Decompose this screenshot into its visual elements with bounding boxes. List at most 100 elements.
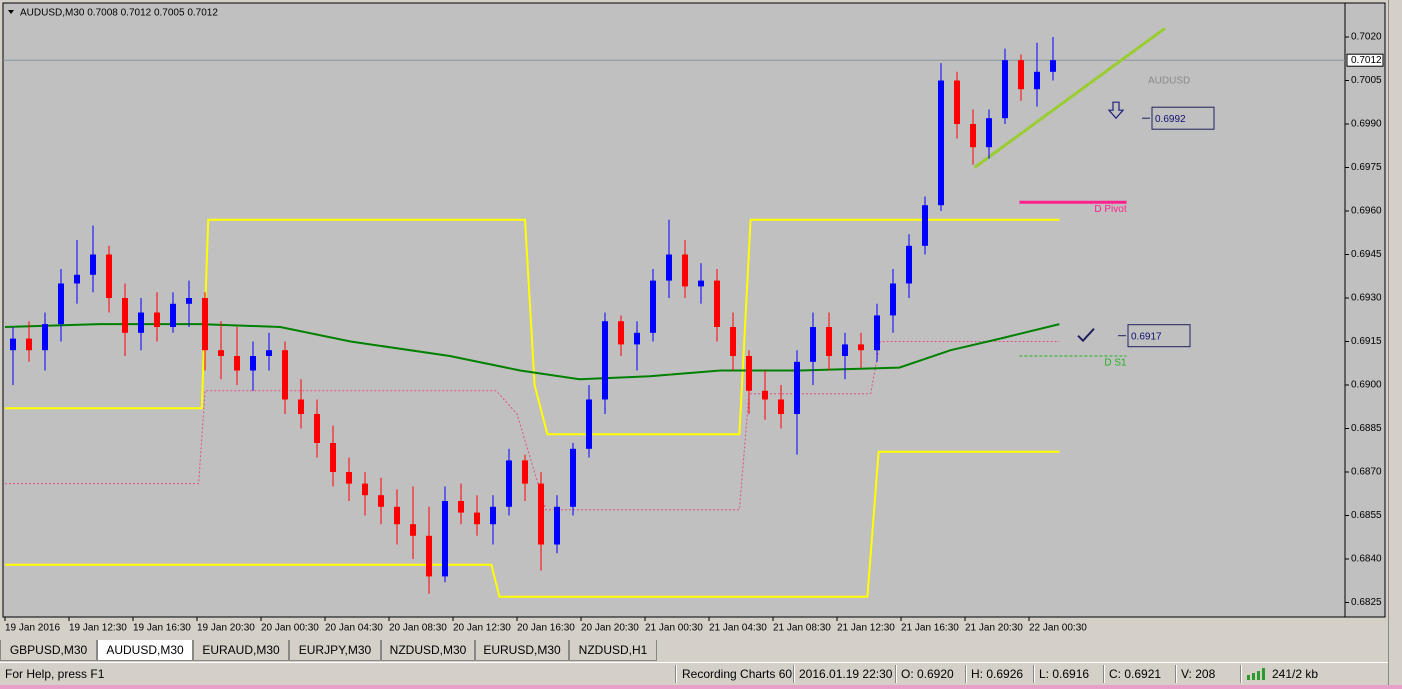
candle-body bbox=[794, 361, 800, 414]
candle-body bbox=[618, 321, 624, 345]
candle-body bbox=[42, 324, 48, 351]
indicator-line bbox=[4, 323, 1060, 381]
candle-body bbox=[906, 245, 912, 284]
candle-body bbox=[218, 350, 224, 356]
indicator-line bbox=[5, 450, 1060, 598]
y-tick-label: 0.6930 bbox=[1351, 293, 1382, 304]
candle-body bbox=[122, 298, 128, 333]
candle-body bbox=[874, 315, 880, 351]
annotation-box bbox=[1151, 106, 1215, 130]
chart-tab[interactable]: AUDUSD,M30 bbox=[97, 640, 193, 661]
x-tick-label: 20 Jan 16:30 bbox=[517, 623, 575, 634]
bar-open: O: 0.6920 bbox=[901, 667, 954, 681]
chart-tab[interactable]: NZDUSD,H1 bbox=[569, 640, 657, 661]
chart-tab[interactable]: GBPUSD,M30 bbox=[0, 640, 97, 661]
x-tick-label: 20 Jan 20:30 bbox=[581, 623, 639, 634]
candle-body bbox=[490, 506, 496, 525]
profile: Recording Charts 60 bbox=[682, 667, 793, 681]
candle-body bbox=[698, 280, 704, 287]
candle-body bbox=[634, 332, 640, 345]
candle-body bbox=[298, 399, 304, 414]
check-mark bbox=[1077, 328, 1095, 343]
y-tick-label: 0.7005 bbox=[1351, 75, 1382, 86]
chart: AUDUSD,M30 0.7008 0.7012 0.7005 0.7012 0… bbox=[2, 2, 1386, 634]
symbol-label: AUDUSD bbox=[1148, 76, 1190, 87]
y-tick-label: 0.6960 bbox=[1351, 206, 1382, 217]
price-axis bbox=[1344, 2, 1386, 618]
menu-arrow[interactable] bbox=[8, 10, 14, 14]
candle-body bbox=[970, 124, 976, 148]
bar-volume: V: 208 bbox=[1181, 667, 1216, 681]
y-tick-label: 0.6975 bbox=[1351, 162, 1382, 173]
chart-tab[interactable]: EURJPY,M30 bbox=[289, 640, 381, 661]
tab-bar: GBPUSD,M30 AUDUSD,M30 EURAUD,M30 EURJPY,M30… bbox=[0, 640, 1388, 661]
x-tick-label: 19 Jan 16:30 bbox=[133, 623, 191, 634]
candle-body bbox=[362, 483, 368, 496]
connection-icon bbox=[1247, 668, 1265, 680]
bar-close: C: 0.6921 bbox=[1109, 667, 1162, 681]
y-tick-label: 0.6885 bbox=[1351, 423, 1382, 434]
candle-body bbox=[554, 506, 560, 545]
candle-body bbox=[682, 254, 688, 287]
candle-body bbox=[106, 254, 112, 298]
annotation-box bbox=[1127, 324, 1191, 348]
candle-body bbox=[1018, 60, 1024, 90]
candle-body bbox=[746, 356, 752, 391]
candle-body bbox=[1050, 60, 1056, 72]
x-tick-label: 21 Jan 08:30 bbox=[773, 623, 831, 634]
down-arrow bbox=[1107, 101, 1125, 120]
x-tick-label: 20 Jan 12:30 bbox=[453, 623, 511, 634]
x-tick-label: 22 Jan 00:30 bbox=[1029, 623, 1087, 634]
candle-body bbox=[330, 443, 336, 472]
candle-body bbox=[730, 327, 736, 356]
candle-body bbox=[1002, 60, 1008, 119]
candle-body bbox=[378, 495, 384, 507]
candle-body bbox=[810, 327, 816, 362]
x-tick-label: 21 Jan 12:30 bbox=[837, 623, 895, 634]
level-label: D Pivot bbox=[1094, 204, 1126, 215]
bar-high: H: 0.6926 bbox=[971, 667, 1024, 681]
last-price-box bbox=[1346, 53, 1384, 67]
x-tick-label: 21 Jan 00:30 bbox=[645, 623, 703, 634]
candle-body bbox=[58, 283, 64, 325]
candle-body bbox=[90, 254, 96, 275]
candle-body bbox=[538, 483, 544, 545]
candle-body bbox=[10, 338, 16, 351]
candle-body bbox=[666, 254, 672, 281]
chart-header: AUDUSD,M30 0.7008 0.7012 0.7005 0.7012 bbox=[20, 8, 218, 19]
candle-body bbox=[250, 356, 256, 371]
annotation-label: 0.6917 bbox=[1131, 331, 1162, 342]
bar-low: L: 0.6916 bbox=[1039, 667, 1090, 681]
candle-body bbox=[506, 460, 512, 507]
side-strip bbox=[1388, 0, 1402, 689]
chart-tab[interactable]: EURAUD,M30 bbox=[193, 640, 289, 661]
candle-body bbox=[954, 80, 960, 124]
y-tick-label: 0.6915 bbox=[1351, 336, 1382, 347]
x-tick-label: 20 Jan 00:30 bbox=[261, 623, 319, 634]
candle-body bbox=[282, 350, 288, 400]
x-tick-label: 19 Jan 20:30 bbox=[197, 623, 255, 634]
y-tick-label: 0.7020 bbox=[1351, 32, 1382, 43]
chart-tab[interactable]: EURUSD,M30 bbox=[475, 640, 569, 661]
candle-body bbox=[842, 344, 848, 356]
x-tick-label: 20 Jan 08:30 bbox=[389, 623, 447, 634]
y-tick-label: 0.6900 bbox=[1351, 380, 1382, 391]
candle-body bbox=[154, 312, 160, 327]
x-tick-label: 19 Jan 2016 bbox=[5, 623, 60, 634]
level-label: D S1 bbox=[1104, 358, 1127, 369]
help-text: For Help, press F1 bbox=[5, 667, 105, 681]
chart-tab[interactable]: NZDUSD,M30 bbox=[381, 640, 475, 661]
status-bar: For Help, press F1 Recording Charts 60 2… bbox=[0, 662, 1388, 685]
y-tick-label: 0.6855 bbox=[1351, 510, 1382, 521]
candle-body bbox=[714, 280, 720, 327]
indicator-line bbox=[973, 27, 1166, 169]
annotation-label: 0.6992 bbox=[1155, 114, 1186, 125]
candle-body bbox=[522, 460, 528, 484]
candle-body bbox=[170, 303, 176, 327]
candle-body bbox=[138, 312, 144, 333]
bar-time: 2016.01.19 22:30 bbox=[799, 667, 893, 681]
candle-body bbox=[266, 350, 272, 356]
candle-body bbox=[442, 501, 448, 577]
candle-body bbox=[314, 414, 320, 443]
